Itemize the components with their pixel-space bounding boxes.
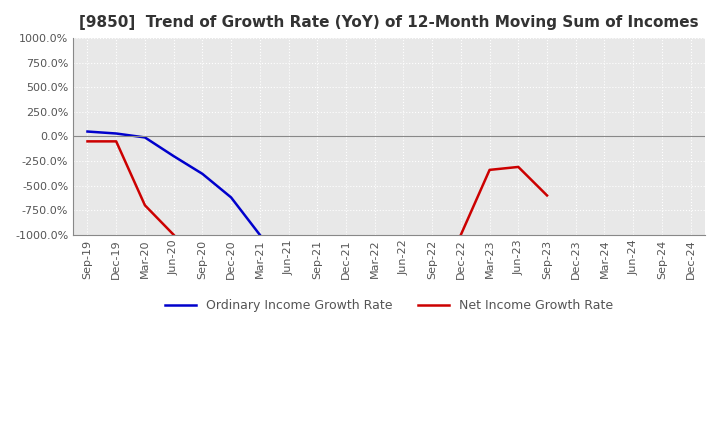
Ordinary Income Growth Rate (227, 195, 235, 200)
Ordinary Income Growth Rate (140, 135, 149, 140)
Net Income Growth Rate (140, 203, 149, 208)
Net Income Growth Rate (112, 139, 120, 144)
Ordinary Income Growth Rate (112, 131, 120, 136)
Title: [9850]  Trend of Growth Rate (YoY) of 12-Month Moving Sum of Incomes: [9850] Trend of Growth Rate (YoY) of 12-… (79, 15, 699, 30)
Net Income Growth Rate (169, 232, 178, 238)
Ordinary Income Growth Rate (198, 171, 207, 176)
Ordinary Income Growth Rate (83, 129, 91, 134)
Line: Net Income Growth Rate: Net Income Growth Rate (87, 141, 174, 235)
Ordinary Income Growth Rate (256, 232, 264, 238)
Net Income Growth Rate (83, 139, 91, 144)
Line: Ordinary Income Growth Rate: Ordinary Income Growth Rate (87, 132, 260, 235)
Ordinary Income Growth Rate (169, 154, 178, 159)
Legend: Ordinary Income Growth Rate, Net Income Growth Rate: Ordinary Income Growth Rate, Net Income … (160, 294, 618, 317)
